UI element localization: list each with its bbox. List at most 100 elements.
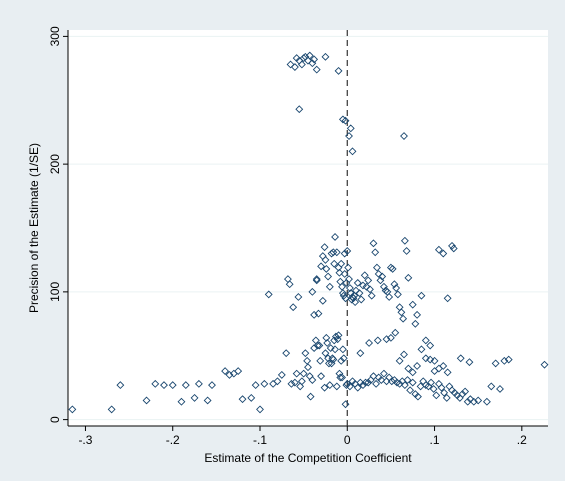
data-point	[234, 367, 243, 376]
x-tick-label: .1	[430, 433, 440, 447]
data-point	[225, 370, 234, 379]
data-point	[190, 393, 199, 402]
data-point	[277, 370, 286, 379]
data-point	[500, 356, 509, 365]
data-point	[345, 275, 353, 284]
data-point	[326, 344, 335, 353]
data-point	[340, 270, 349, 278]
data-point	[323, 339, 332, 347]
data-point	[463, 397, 472, 406]
data-point	[400, 236, 409, 245]
data-point	[334, 331, 343, 340]
data-point	[357, 295, 366, 304]
data-point	[487, 382, 496, 391]
data-point	[403, 376, 412, 384]
data-point	[421, 354, 430, 363]
data-point	[379, 369, 388, 378]
data-point	[540, 360, 549, 369]
data-point	[335, 268, 344, 277]
data-point	[332, 248, 341, 257]
data-point	[474, 396, 483, 405]
data-point	[312, 275, 321, 284]
data-point	[332, 382, 341, 391]
data-point	[318, 296, 327, 305]
data-point	[426, 355, 435, 364]
data-point	[353, 383, 362, 392]
data-point	[378, 272, 387, 281]
data-point	[440, 388, 449, 397]
data-point	[348, 147, 357, 156]
data-point	[496, 385, 504, 393]
data-point	[345, 382, 354, 391]
x-tick-label: .2	[517, 433, 527, 447]
data-point	[203, 396, 212, 405]
data-point	[304, 56, 312, 65]
data-point	[310, 55, 319, 64]
data-point	[491, 359, 500, 368]
data-point	[339, 354, 348, 363]
data-point	[301, 349, 310, 358]
data-point	[443, 368, 452, 377]
data-point	[320, 383, 329, 392]
y-tick-label: 100	[48, 282, 62, 302]
data-point	[439, 249, 448, 258]
data-point	[461, 387, 470, 396]
data-point	[408, 300, 417, 309]
data-point	[310, 310, 319, 319]
data-point	[321, 52, 330, 61]
data-point	[299, 369, 308, 378]
data-point	[338, 282, 346, 291]
data-point	[350, 291, 359, 300]
data-point	[430, 356, 439, 365]
data-point	[221, 367, 230, 376]
data-point	[289, 303, 298, 312]
data-point	[411, 319, 420, 328]
data-point	[317, 372, 326, 381]
data-point	[325, 359, 333, 368]
data-point	[282, 349, 291, 358]
data-point	[260, 379, 269, 388]
data-point	[406, 386, 415, 395]
data-point	[285, 280, 294, 289]
data-point	[341, 294, 350, 303]
data-point	[256, 405, 264, 414]
data-point	[312, 65, 321, 74]
data-point	[377, 376, 386, 384]
data-point	[294, 293, 303, 301]
data-point	[290, 378, 299, 387]
data-point	[315, 341, 324, 350]
x-tick-label: -.3	[78, 433, 92, 447]
data-point	[297, 377, 306, 386]
data-point	[399, 314, 408, 323]
data-point	[434, 245, 443, 254]
data-point	[395, 379, 404, 388]
gridlines	[68, 35, 548, 421]
data-point	[379, 282, 388, 291]
data-point	[324, 272, 333, 281]
data-point	[341, 400, 350, 409]
data-point	[313, 341, 322, 350]
data-point	[400, 132, 408, 140]
data-point	[369, 239, 378, 248]
data-point	[456, 354, 465, 363]
data-point	[306, 392, 315, 401]
data-point	[369, 372, 378, 381]
data-point	[437, 383, 446, 392]
axes	[63, 30, 548, 431]
data-point	[337, 259, 346, 268]
data-point	[360, 271, 369, 280]
data-point	[374, 270, 383, 278]
data-point	[333, 335, 342, 344]
data-point	[362, 282, 371, 291]
data-point	[404, 364, 413, 373]
data-point	[482, 397, 491, 406]
data-point	[177, 397, 186, 406]
data-point	[329, 355, 338, 364]
data-point	[338, 373, 346, 382]
data-point	[334, 66, 343, 75]
data-point	[365, 339, 374, 347]
data-point	[386, 333, 395, 342]
plot-area	[68, 30, 548, 426]
data-point	[364, 276, 373, 285]
data-point	[321, 255, 330, 264]
